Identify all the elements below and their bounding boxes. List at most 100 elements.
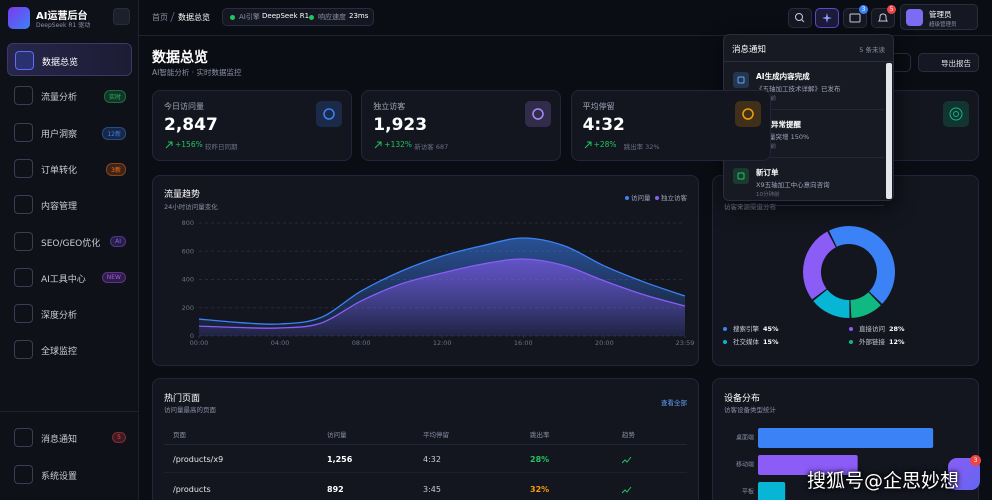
nav-item[interactable]: 全球监控 <box>7 333 132 366</box>
nav-item[interactable]: 系统设置 <box>7 458 132 491</box>
breadcrumb-separator <box>170 12 175 22</box>
nav-icon <box>14 122 33 142</box>
export-label: 导出报告 <box>941 59 971 68</box>
notification-unread: 5 条未读 <box>859 46 885 54</box>
icon <box>822 13 832 23</box>
x-tick-label: 00:00 <box>190 339 209 347</box>
message-badge: 3 <box>859 5 868 14</box>
stat-icon <box>316 101 342 127</box>
stat-value: 1,923 <box>373 115 428 135</box>
traffic-card: 流量趋势 24小时访问量变化 0 200 400 600 800 00:00 04:00 08:0… <box>152 175 699 366</box>
icon <box>165 141 173 149</box>
device-card: 设备分布 访客设备类型统计 桌面端 移动端 平板 <box>712 378 979 500</box>
visits: 1,256 <box>327 455 353 464</box>
bounce-rate: 28% <box>530 455 550 464</box>
sidebar-divider <box>0 411 139 412</box>
user-role: 超级管理员 <box>929 22 957 28</box>
icon <box>737 76 745 84</box>
icon <box>323 108 335 120</box>
icon <box>584 141 592 149</box>
x-tick-label: 23:59 <box>676 339 695 347</box>
logo-icon <box>8 7 30 29</box>
nav-icon <box>15 51 34 70</box>
stat-note: 新访客 687 <box>414 143 449 151</box>
nav-badge: 12新 <box>102 126 126 140</box>
icon <box>795 13 805 23</box>
nav-label: SEO/GEO优化 <box>41 238 101 249</box>
icon <box>949 107 963 121</box>
export-button[interactable]: 导出报告 <box>918 53 979 72</box>
stat-change: +156% <box>175 140 203 149</box>
stat-icon <box>525 101 552 127</box>
area <box>199 259 685 336</box>
y-tick-label: 600 <box>182 247 194 255</box>
page-title: 数据总览 <box>152 50 208 66</box>
stat-change: +28% <box>593 140 617 149</box>
source-card: 访客来源渠道分布 搜索引擎 45% 直接访问 28% 社交媒体 15% 外部链接 12% <box>712 175 979 366</box>
nav-item[interactable]: AI工具中心 NEW <box>7 261 132 294</box>
value-label: 15% <box>763 338 779 346</box>
nav-label: AI工具中心 <box>41 274 86 285</box>
nav-icon <box>14 158 33 178</box>
icon <box>532 108 545 120</box>
y-tick-label: 800 <box>182 219 194 227</box>
nav-item[interactable]: 消息通知 5 <box>7 421 132 454</box>
avg-stay: 4:32 <box>423 455 441 464</box>
icon <box>741 108 754 120</box>
collapse-button[interactable] <box>113 8 130 25</box>
divider <box>724 61 893 62</box>
nav-badge: 5 <box>112 432 126 443</box>
logo-subtitle: DeepSeek R1 驱动 <box>36 22 91 29</box>
column-header: 平均停留 <box>423 431 449 439</box>
stat-icon <box>943 101 969 127</box>
bar <box>758 428 934 448</box>
stat-value: 2,847 <box>164 115 218 135</box>
avg-stay: 3:45 <box>423 485 441 494</box>
stat-change: +132% <box>384 140 413 149</box>
legend-dot <box>849 327 853 331</box>
nav-item[interactable]: 用户洞察 12新 <box>7 116 132 149</box>
visits: 892 <box>327 485 344 494</box>
nav-icon <box>14 340 33 360</box>
nav-item[interactable]: 内容管理 <box>7 188 132 221</box>
nav-label: 数据总览 <box>42 58 79 68</box>
ai-button[interactable] <box>815 8 839 28</box>
nav-label: 订单转化 <box>41 165 78 176</box>
trend-icon <box>622 486 632 494</box>
notification-item[interactable]: 新订单 X9五轴加工中心意向咨询 10分钟前 <box>724 159 884 206</box>
breadcrumb-home[interactable]: 首页 <box>152 13 168 22</box>
nav-item[interactable]: 订单转化 3新 <box>7 152 132 185</box>
icon <box>374 141 382 149</box>
nav-item[interactable]: 流量分析 实时 <box>7 79 132 112</box>
x-tick-label: 04:00 <box>271 339 290 347</box>
assistant-badge: 3 <box>970 455 981 466</box>
column-header: 访问量 <box>327 431 347 439</box>
nav-item[interactable]: 深度分析 <box>7 297 132 330</box>
nav-label: 系统设置 <box>41 471 78 482</box>
nav-item[interactable]: 数据总览 <box>7 43 132 76</box>
nav-badge: AI <box>110 235 126 247</box>
nav-label: 内容管理 <box>41 202 78 213</box>
search-button[interactable] <box>788 8 812 28</box>
breadcrumb-current: 数据总览 <box>178 13 210 22</box>
stat-label: 平均停留 <box>582 102 615 111</box>
notification-desc: 访问量突增 150% <box>756 133 810 141</box>
chart-subtitle: 24小时访问量变化 <box>164 203 218 211</box>
notification-icon <box>733 72 749 88</box>
logo-title: AI运营后台 <box>36 11 88 22</box>
chart-title: 设备分布 <box>724 394 761 404</box>
chart-subtitle: 访客设备类型统计 <box>724 406 776 414</box>
icon <box>622 486 632 494</box>
legend-dot <box>849 340 853 344</box>
icon <box>737 172 745 180</box>
user-menu[interactable]: 管理员 超级管理员 <box>900 4 978 30</box>
nav-icon <box>14 428 33 447</box>
view-all-link[interactable]: 查看全部 <box>661 399 687 407</box>
engine-pill: AI引擎 DeepSeek R1 响应速度 23ms <box>222 8 374 26</box>
table-subtitle: 访问量最高的页面 <box>164 406 216 414</box>
bar <box>758 482 786 500</box>
chart-title: 流量趋势 <box>164 190 201 200</box>
nav-item[interactable]: SEO/GEO优化 AI <box>7 225 132 258</box>
y-tick-label: 0 <box>190 332 194 340</box>
stat-note: 较昨日同期 <box>205 143 238 151</box>
